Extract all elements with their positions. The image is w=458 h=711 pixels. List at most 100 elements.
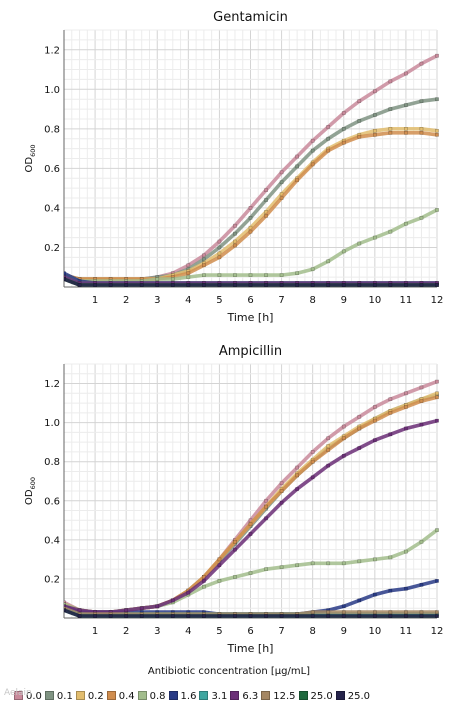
data-point [295,563,299,568]
data-point [93,283,97,287]
data-point [248,273,253,277]
data-point [388,432,393,437]
data-point [419,614,424,618]
data-point [341,111,346,115]
data-point [326,148,331,153]
data-point [357,119,362,123]
data-point [64,277,66,281]
data-point [248,571,253,575]
data-point [264,188,268,192]
data-point [279,500,284,505]
y-tick-label: 1.0 [44,418,60,429]
data-point [202,579,206,583]
data-point [295,614,299,618]
data-point [341,283,346,287]
data-point [419,422,424,427]
data-point [264,283,268,287]
x-tick-label: 1 [92,295,98,306]
data-point [202,253,206,258]
data-point [404,426,408,431]
data-point [372,128,377,133]
data-point [372,132,377,137]
data-point [388,614,393,618]
data-point [64,271,66,276]
y-tick-label: 0.4 [44,203,60,214]
data-point [217,255,222,260]
data-point [295,487,299,491]
data-point [279,283,284,287]
data-point [186,271,191,276]
data-point [64,608,66,613]
data-point [233,283,237,287]
data-point [155,277,160,281]
legend-label: 6.3 [242,691,259,702]
data-point [264,614,268,618]
data-point [341,249,346,254]
data-point [264,567,268,572]
data-point [279,481,284,486]
data-point [372,557,377,562]
data-point [388,126,393,131]
data-point [435,379,439,384]
data-point [404,614,408,618]
legend-swatch [230,691,240,700]
data-point [419,399,424,403]
data-point [124,608,129,613]
legend-label: 0.1 [56,691,73,702]
legend-swatch [199,691,209,700]
data-point [233,231,237,236]
data-point [295,271,299,276]
x-tick-label: 2 [123,626,129,637]
data-point [419,126,424,131]
legend-item: 0.1 [44,691,73,702]
legend-items: 0.0 0.1 0.2 0.4 0.8 1.6 3.1 6.3 12.5 25.0 25.0 [14,686,373,705]
legend-swatch [137,691,147,700]
data-point [310,267,315,272]
y-tick-label: 1.2 [44,379,60,390]
data-point [186,614,191,618]
legend-item: 0.8 [137,691,166,702]
data-point [233,614,237,618]
legend-swatch [298,691,308,700]
data-point [326,136,331,141]
data-point [435,579,439,583]
chart-title: Gentamicin [213,10,288,25]
data-point [279,614,284,618]
data-point [202,263,206,268]
data-point [310,138,315,143]
data-point [326,125,331,129]
data-point [202,614,206,618]
data-point [217,283,222,287]
data-point [435,528,439,532]
data-point [170,277,175,281]
data-point [170,614,175,618]
x-tick-label: 3 [154,295,160,306]
data-point [357,614,362,618]
legend-label: 0.0 [26,691,42,702]
data-point [170,598,175,603]
data-point [326,436,331,441]
legend-item: 1.6 [168,691,196,702]
data-point [435,395,439,400]
data-point [388,588,393,593]
data-point [233,243,237,248]
legend-item: 0.4 [106,691,135,702]
x-tick-label: 4 [185,626,191,637]
data-point [264,273,268,277]
data-point [202,584,206,589]
data-point [186,275,191,279]
data-point [388,397,393,402]
legend-item: 0.2 [75,691,104,702]
data-point [388,79,393,84]
data-point [310,459,315,464]
data-point [404,549,408,554]
data-point [248,229,253,234]
data-point [295,154,299,159]
x-tick-label: 11 [400,626,413,637]
data-point [233,547,237,552]
data-point [326,283,331,287]
legend-item: 0.0 [14,691,42,702]
data-point [108,283,113,287]
legend-label: 25.0 [347,691,371,702]
data-point [295,164,299,169]
